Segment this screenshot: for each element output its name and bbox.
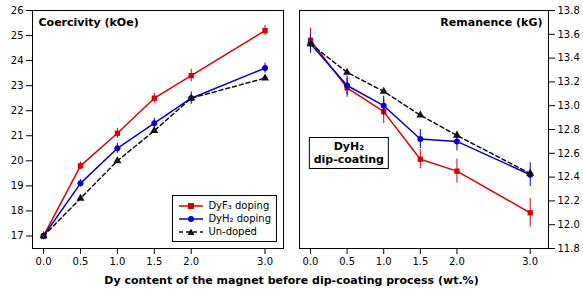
svg-text:12.0: 12.0 xyxy=(558,219,580,230)
svg-text:Coercivity (kOe): Coercivity (kOe) xyxy=(39,16,139,29)
html-text:DyH₂ dip-coating: DyH₂ dip-coating xyxy=(313,139,384,166)
svg-text:17: 17 xyxy=(11,230,24,241)
svg-text:0.0: 0.0 xyxy=(36,256,52,267)
svg-text:Remanence (kG): Remanence (kG) xyxy=(440,16,542,29)
svg-text:22: 22 xyxy=(11,105,24,116)
svg-text:0.5: 0.5 xyxy=(73,256,89,267)
svg-text:13.6: 13.6 xyxy=(558,29,580,40)
svg-text:12.4: 12.4 xyxy=(558,171,580,182)
svg-text:12.8: 12.8 xyxy=(558,124,580,135)
svg-text:21: 21 xyxy=(11,130,24,141)
svg-text:18: 18 xyxy=(11,205,24,216)
html-text:DyF₃ doping: DyF₃ doping xyxy=(208,200,270,211)
svg-text:2.0: 2.0 xyxy=(183,256,199,267)
svg-text:25: 25 xyxy=(11,30,24,41)
svg-text:19: 19 xyxy=(11,180,24,191)
svg-text:12.2: 12.2 xyxy=(558,195,580,206)
svg-text:11.8: 11.8 xyxy=(558,243,580,254)
svg-text:1.5: 1.5 xyxy=(146,256,162,267)
html-text:Un-doped: Un-doped xyxy=(208,226,257,237)
svg-text:20: 20 xyxy=(11,155,24,166)
svg-text:1.5: 1.5 xyxy=(412,256,428,267)
svg-text:24: 24 xyxy=(11,55,24,66)
svg-text:12.6: 12.6 xyxy=(558,148,580,159)
svg-text:0.5: 0.5 xyxy=(339,256,355,267)
html-text:Dy content of the magnet befor: Dy content of the magnet before dip-coat… xyxy=(104,274,479,287)
svg-text:13.0: 13.0 xyxy=(558,100,580,111)
svg-text:13.4: 13.4 xyxy=(558,52,580,63)
svg-text:0.0: 0.0 xyxy=(303,256,319,267)
svg-text:13.2: 13.2 xyxy=(558,76,580,87)
svg-text:13.8: 13.8 xyxy=(558,5,580,16)
svg-text:1.0: 1.0 xyxy=(109,256,125,267)
svg-text:26: 26 xyxy=(11,5,24,16)
svg-text:1.0: 1.0 xyxy=(376,256,392,267)
svg-text:3.0: 3.0 xyxy=(257,256,273,267)
html-text:DyH₂ doping: DyH₂ doping xyxy=(208,213,271,224)
svg-text:3.0: 3.0 xyxy=(522,256,538,267)
svg-text:2.0: 2.0 xyxy=(449,256,465,267)
svg-text:23: 23 xyxy=(11,80,24,91)
